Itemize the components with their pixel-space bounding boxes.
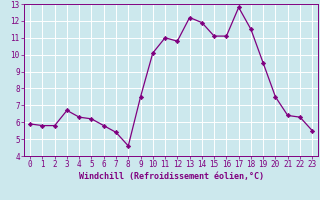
X-axis label: Windchill (Refroidissement éolien,°C): Windchill (Refroidissement éolien,°C) [79, 172, 264, 181]
